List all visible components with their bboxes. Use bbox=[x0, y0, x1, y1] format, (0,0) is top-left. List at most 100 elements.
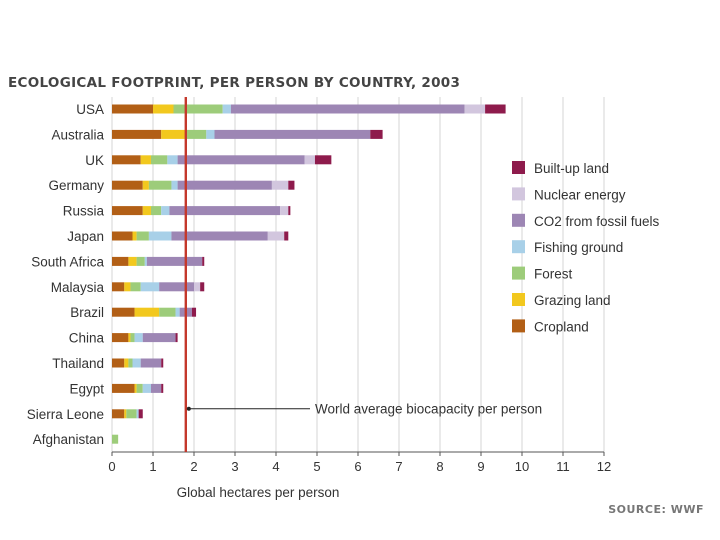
bar-segment bbox=[140, 155, 151, 165]
bar-segment bbox=[288, 180, 295, 190]
bar-segment bbox=[128, 256, 137, 266]
bar-segment bbox=[140, 282, 160, 292]
bar-segment bbox=[142, 206, 151, 216]
category-label: Thailand bbox=[52, 356, 104, 371]
x-tick-label: 12 bbox=[597, 459, 611, 474]
legend-label: Cropland bbox=[534, 319, 589, 334]
bar-segment bbox=[153, 104, 174, 114]
bar-segment bbox=[112, 333, 129, 343]
bar-segment bbox=[161, 206, 170, 216]
bar-segment bbox=[142, 383, 151, 393]
bar-segment bbox=[150, 155, 168, 165]
x-tick-label: 2 bbox=[190, 459, 197, 474]
category-label: Malaysia bbox=[51, 280, 105, 295]
source-note: SOURCE: WWF bbox=[608, 503, 704, 516]
bar-segment bbox=[136, 256, 145, 266]
category-label: Egypt bbox=[69, 381, 104, 396]
category-label: Afghanistan bbox=[33, 432, 104, 447]
bar-segment bbox=[200, 282, 205, 292]
bar-segment bbox=[112, 282, 125, 292]
bar-segment bbox=[206, 129, 215, 139]
bar-segment bbox=[138, 409, 143, 419]
bar-segment bbox=[194, 282, 201, 292]
category-label: South Africa bbox=[31, 254, 104, 269]
bar-segment bbox=[185, 129, 207, 139]
bar-segment bbox=[159, 307, 176, 317]
bar-segment bbox=[112, 180, 143, 190]
bar-segment bbox=[284, 231, 289, 241]
bar-segment bbox=[202, 256, 205, 266]
legend-label: CO2 from fossil fuels bbox=[534, 214, 660, 229]
bar-segment bbox=[128, 333, 131, 343]
bar-segment bbox=[142, 180, 149, 190]
bar-segment bbox=[169, 206, 281, 216]
bar-segment bbox=[267, 231, 285, 241]
bar-segment bbox=[271, 180, 289, 190]
legend-swatch bbox=[512, 266, 525, 280]
bar-segment bbox=[132, 231, 137, 241]
category-label: Germany bbox=[48, 178, 104, 193]
category-label: Australia bbox=[51, 127, 104, 142]
bar-segment bbox=[230, 104, 465, 114]
bar-segment bbox=[177, 180, 272, 190]
bar-segment bbox=[148, 231, 172, 241]
bar-segment bbox=[136, 231, 149, 241]
grid bbox=[111, 97, 605, 452]
bar-segment bbox=[177, 155, 305, 165]
legend-swatch bbox=[512, 319, 525, 333]
category-label: UK bbox=[85, 153, 104, 168]
bar-segment bbox=[161, 358, 164, 368]
legend-label: Built-up land bbox=[534, 161, 609, 176]
bar-segment bbox=[112, 256, 129, 266]
bar-segment bbox=[142, 333, 176, 343]
bar-segment bbox=[314, 155, 332, 165]
bar-segment bbox=[112, 434, 119, 444]
category-label: USA bbox=[76, 102, 104, 117]
legend-label: Nuclear energy bbox=[534, 187, 626, 202]
bar-segment bbox=[112, 383, 135, 393]
bar-segment bbox=[171, 231, 268, 241]
category-label: Japan bbox=[67, 229, 104, 244]
bar-segment bbox=[112, 358, 125, 368]
bar-segment bbox=[136, 383, 143, 393]
reference-leader-dot bbox=[186, 406, 191, 411]
category-label: Sierra Leone bbox=[27, 407, 104, 422]
bar-segment bbox=[124, 409, 127, 419]
legend-label: Fishing ground bbox=[534, 240, 623, 255]
legend-swatch bbox=[512, 213, 525, 227]
reference-line-label: World average biocapacity per person bbox=[315, 402, 542, 417]
x-tick-label: 8 bbox=[436, 459, 443, 474]
bar-segment bbox=[159, 282, 194, 292]
bar-segment bbox=[175, 333, 178, 343]
x-tick-label: 7 bbox=[395, 459, 402, 474]
bar-segment bbox=[288, 206, 291, 216]
bar-segment bbox=[130, 282, 141, 292]
bar-segment bbox=[146, 256, 203, 266]
x-tick-label: 5 bbox=[313, 459, 320, 474]
bar-segment bbox=[167, 155, 178, 165]
bar-segment bbox=[126, 409, 137, 419]
category-label: China bbox=[69, 331, 105, 346]
bar-segment bbox=[136, 409, 139, 419]
bar-segment bbox=[112, 155, 141, 165]
bar-segment bbox=[134, 383, 137, 393]
category-label: Brazil bbox=[70, 305, 104, 320]
legend-swatch bbox=[512, 161, 525, 174]
bar-segment bbox=[150, 206, 162, 216]
bar-segment bbox=[134, 307, 160, 317]
bars bbox=[112, 104, 506, 444]
reference-line-group: World average biocapacity per person bbox=[184, 97, 542, 452]
bar-segment bbox=[112, 409, 125, 419]
bar-segment bbox=[280, 206, 289, 216]
legend-label: Forest bbox=[534, 267, 573, 282]
bar-segment bbox=[175, 307, 180, 317]
bar-segment bbox=[485, 104, 506, 114]
bar-segment bbox=[112, 231, 133, 241]
bar-segment bbox=[171, 180, 178, 190]
x-tick-label: 1 bbox=[149, 459, 156, 474]
bar-segment bbox=[124, 358, 129, 368]
bar-segment bbox=[130, 333, 135, 343]
bar-segment bbox=[304, 155, 315, 165]
